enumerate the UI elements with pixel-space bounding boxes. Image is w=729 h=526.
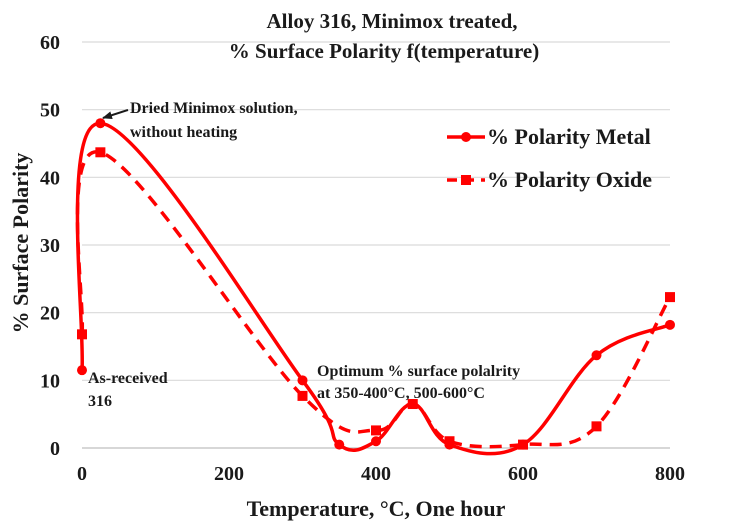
data-point (518, 439, 528, 450)
x-tick-label: 400 (361, 463, 391, 485)
annotation-dried-line-1: Dried Minimox solution, (130, 100, 298, 117)
data-point (297, 390, 308, 401)
legend-metal-marker (461, 132, 471, 142)
data-point (77, 365, 87, 376)
data-point (334, 439, 345, 450)
data-point (77, 329, 87, 340)
data-point (407, 399, 418, 410)
x-tick-label: 800 (655, 463, 685, 485)
y-tick-label: 40 (40, 167, 60, 189)
data-point (95, 118, 106, 129)
annotation-dried-line-2: without heating (130, 124, 237, 141)
annotation-dried-arrow (102, 109, 129, 120)
chart-title-line-2: % Surface Polarity f(temperature) (229, 39, 539, 63)
y-tick-labels: 0 10 20 30 40 50 60 (40, 32, 60, 460)
annotation-as-received: As-received 316 (88, 370, 168, 410)
y-tick-label: 20 (40, 303, 60, 325)
y-axis-label: % Surface Polarity (8, 153, 33, 334)
series-line (75, 150, 672, 449)
x-axis-label: Temperature, °C, One hour (247, 496, 506, 521)
annotation-optimum-line-2: at 350-400°C, 500-600°C (317, 385, 485, 402)
annotation-as-received-line-2: 316 (88, 393, 112, 410)
data-point (371, 436, 381, 447)
y-tick-label: 10 (40, 370, 60, 392)
data-point (371, 425, 381, 436)
gridlines (82, 41, 670, 449)
legend-metal-label: % Polarity Metal (487, 124, 651, 149)
y-tick-label: 50 (40, 100, 60, 122)
x-tick-labels: 0 200 400 600 800 (77, 463, 685, 485)
data-point (665, 292, 675, 303)
data-point (444, 436, 455, 447)
data-point (297, 375, 308, 386)
y-tick-label: 0 (50, 438, 60, 460)
series-group (75, 118, 675, 456)
legend-oxide-label: % Polarity Oxide (487, 167, 652, 192)
x-tick-label: 200 (214, 463, 244, 485)
data-point (95, 147, 106, 158)
series-oxide (75, 147, 675, 450)
annotation-optimum-line-1: Optimum % surface polalrity (317, 363, 520, 380)
data-point (591, 421, 602, 432)
legend: % Polarity Metal % Polarity Oxide (447, 124, 652, 192)
x-tick-label: 0 (77, 463, 87, 485)
y-tick-label: 30 (40, 235, 60, 257)
annotation-optimum: Optimum % surface polalrity at 350-400°C… (317, 363, 520, 402)
annotation-dried: Dried Minimox solution, without heating (102, 100, 298, 141)
annotation-as-received-line-1: As-received (88, 370, 168, 387)
chart-title-line-1: Alloy 316, Minimox treated, (267, 9, 518, 33)
legend-oxide-marker (461, 175, 471, 185)
data-point (591, 350, 602, 361)
data-point (665, 319, 675, 330)
y-tick-label: 60 (40, 32, 60, 54)
x-tick-label: 600 (508, 463, 538, 485)
